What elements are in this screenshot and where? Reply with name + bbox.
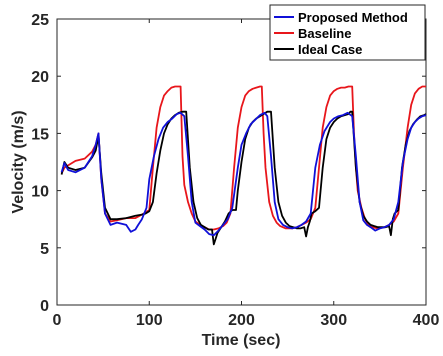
legend-box [269, 4, 426, 61]
series-line-proposed-method [60, 111, 427, 237]
x-tick-label: 300 [320, 312, 347, 329]
y-tick-label: 15 [31, 126, 49, 143]
y-tick-label: 20 [31, 69, 49, 86]
legend-label: Baseline [298, 26, 351, 41]
series-layer [60, 85, 427, 246]
y-tick-label: 0 [40, 298, 49, 315]
y-tick-label: 25 [31, 12, 49, 29]
y-tick-label: 10 [31, 184, 49, 201]
x-tick-label: 200 [228, 312, 255, 329]
legend-label: Proposed Method [298, 10, 408, 25]
y-tick-label: 5 [40, 241, 49, 258]
x-tick-label: 100 [136, 312, 163, 329]
y-axis-label: Velocity (m/s) [10, 110, 27, 213]
y-axis: 0 5 10 15 20 25 [31, 12, 426, 315]
x-tick-label: 0 [53, 312, 62, 329]
x-axis-label: Time (sec) [202, 332, 281, 349]
x-tick-label: 400 [413, 312, 440, 329]
legend-label: Ideal Case [298, 42, 362, 57]
x-axis: 0 100 200 300 400 [53, 19, 440, 329]
